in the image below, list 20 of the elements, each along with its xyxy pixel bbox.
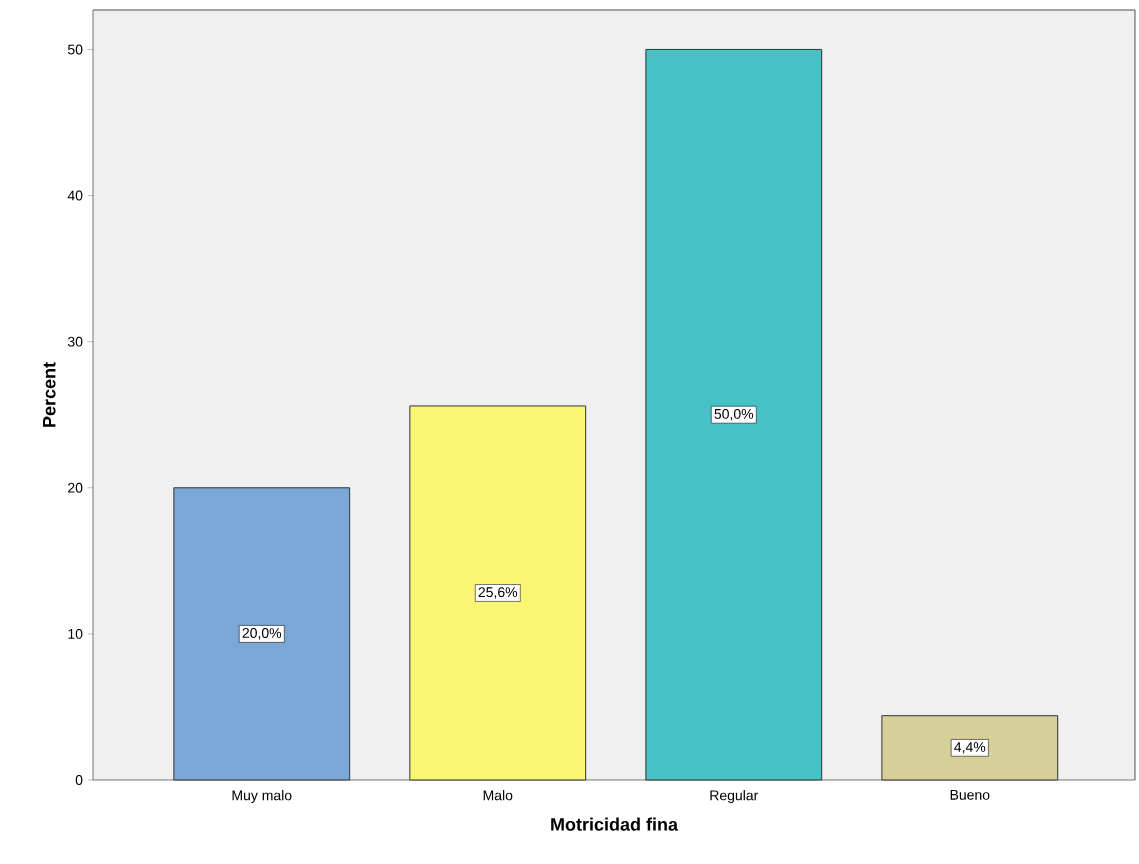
bar: [881, 715, 1059, 781]
bar: [173, 487, 351, 781]
y-tick-label: 10: [68, 628, 83, 639]
y-tick-label: 30: [67, 336, 83, 347]
x-axis-title: Motricidad fina: [551, 817, 679, 831]
y-tick-label: 40: [67, 190, 83, 201]
data-label: 4,4%: [954, 742, 986, 754]
x-tick-label: Malo: [483, 790, 513, 801]
data-label: 25,6%: [478, 587, 518, 599]
y-tick-label: 20: [68, 482, 83, 493]
x-tick-label: Muy malo: [232, 790, 292, 804]
data-label: 20,0%: [242, 628, 282, 640]
y-axis-title: Percent: [43, 362, 56, 427]
data-label: 50,0%: [714, 408, 754, 421]
bar: [645, 48, 823, 781]
y-tick-label: 50: [67, 44, 83, 55]
x-tick-label: Bueno: [950, 790, 990, 800]
x-tick-label: Regular: [710, 790, 759, 804]
y-tick-label: 0: [75, 775, 83, 785]
bar: [409, 405, 587, 781]
